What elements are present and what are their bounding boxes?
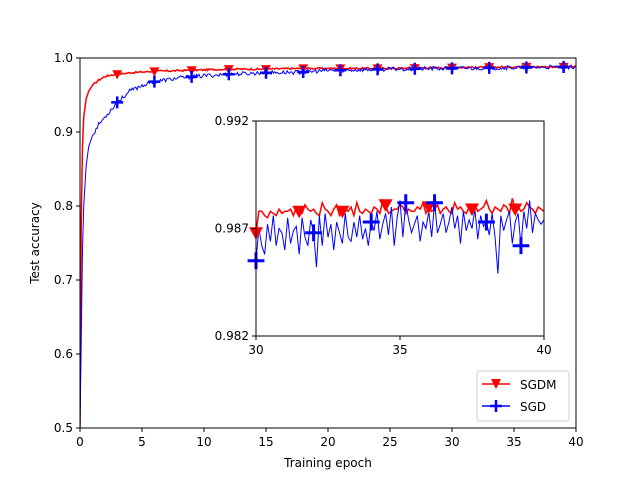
inset-x-ticks: 30 35 40 [248,336,552,357]
main-y-tick-label: 0.5 [54,421,73,435]
main-x-tick-label: 15 [258,435,273,449]
inset-marker-sgdm [421,201,436,214]
main-marker-sgd [520,61,533,74]
inset-plot: 30 35 40 0.982 0.987 0.992 [215,114,552,357]
inset-marker-sgd [426,194,443,212]
x-axis-label: Training epoch [283,456,372,470]
main-markers-group [111,61,570,109]
main-x-tick-label: 20 [320,435,335,449]
inset-marker-sgdm [508,203,523,217]
inset-y-tick-label: 0.992 [215,114,249,128]
inset-y-ticks: 0.982 0.987 0.992 [215,114,256,343]
main-x-tick-label: 5 [138,435,146,449]
inset-x-tick-label: 35 [392,343,407,357]
legend-sgd-marker [490,400,502,412]
inset-marker-sgdm [335,205,350,219]
main-x-tick-label: 30 [444,435,459,449]
main-marker-sgd [185,70,198,83]
inset-marker-sgdm [465,203,479,217]
inset-y-tick-label: 0.982 [215,329,249,343]
main-marker-sgd [260,66,272,79]
inset-marker-sgd [478,213,495,231]
inset-y-tick-label: 0.987 [215,222,249,236]
main-marker-sgd [297,66,310,79]
main-y-tick-label: 1.0 [54,51,73,65]
main-marker-sgdm [186,66,197,76]
main-marker-sgd [446,62,458,75]
inset-marker-sgdm [378,199,393,212]
legend: SGDM SGD [476,370,570,422]
main-y-tick-label: 0.7 [54,273,73,287]
main-x-tick-label: 10 [196,435,211,449]
legend-sgd-label: SGD [520,400,546,414]
main-marker-sgd [334,64,347,77]
inset-x-tick-label: 40 [536,343,551,357]
legend-sgdm-label: SGDM [520,378,557,392]
main-marker-sgdm [112,70,123,80]
y-axis-label: Test accuracy [28,202,42,285]
main-marker-sgdm [149,67,160,77]
inset-line-sgd [256,200,544,274]
main-y-tick-label: 0.9 [54,125,73,139]
main-marker-sgd [148,75,161,88]
inset-background [256,121,544,336]
main-marker-sgd [222,68,235,81]
main-line-sgd [80,63,576,428]
main-x-tick-label: 40 [568,435,583,449]
inset-marker-sgd [362,213,380,231]
main-marker-sgd [483,61,496,74]
main-marker-sgd [557,61,570,74]
main-y-tick-label: 0.8 [54,199,73,213]
inset-marker-sgd [397,194,415,212]
inset-marker-sgd [305,224,322,242]
main-x-tick-label: 35 [506,435,521,449]
inset-marker-sgd [512,237,530,255]
main-plot: 0 5 10 15 20 25 30 35 40 0.5 0.6 0.7 0.8 0.9 1.0 Trai… [28,51,584,470]
main-x-tick-label: 0 [76,435,84,449]
main-marker-sgd [371,63,384,76]
main-marker-sgd [408,62,421,75]
inset-marker-sgdm [292,205,307,219]
main-marker-sgd [111,96,124,109]
main-x-ticks: 0 5 10 15 20 25 30 35 40 [76,428,584,449]
legend-sgdm-marker [491,379,501,389]
main-y-tick-label: 0.6 [54,347,73,361]
main-y-ticks: 0.5 0.6 0.7 0.8 0.9 1.0 [54,51,80,435]
main-x-tick-label: 25 [382,435,397,449]
inset-x-tick-label: 30 [248,343,263,357]
